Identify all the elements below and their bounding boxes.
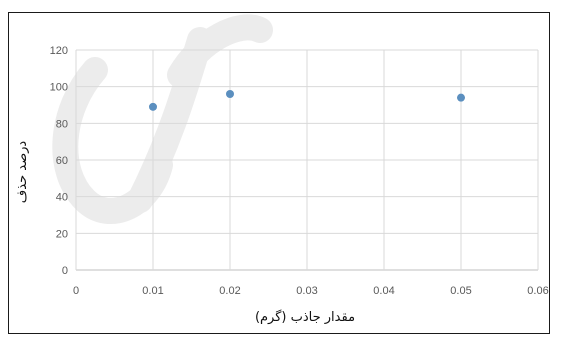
y-tick-label: 20 bbox=[56, 228, 68, 240]
x-tick-label: 0.05 bbox=[450, 285, 471, 297]
y-tick-label: 60 bbox=[56, 155, 68, 167]
x-axis-title: مقدار جاذب (گرم) bbox=[255, 309, 355, 325]
y-axis-title: درصد حذف bbox=[15, 141, 30, 204]
data-point bbox=[457, 93, 465, 102]
y-tick-label: 40 bbox=[56, 192, 68, 204]
grid bbox=[75, 49, 539, 271]
data-points bbox=[149, 90, 465, 111]
x-tick-label: 0.02 bbox=[219, 285, 240, 297]
y-tick-label: 120 bbox=[50, 45, 68, 57]
x-tick-label: 0.03 bbox=[296, 285, 317, 297]
y-axis-ticks: 0 20 40 60 80 100 120 bbox=[50, 45, 68, 277]
y-tick-label: 100 bbox=[50, 82, 68, 94]
x-tick-label: 0.01 bbox=[142, 285, 163, 297]
y-tick-label: 0 bbox=[62, 265, 68, 277]
data-point bbox=[149, 102, 157, 111]
x-tick-label: 0 bbox=[73, 285, 79, 297]
y-tick-label: 80 bbox=[56, 118, 68, 130]
x-tick-label: 0.06 bbox=[527, 285, 548, 297]
x-tick-label: 0.04 bbox=[373, 285, 394, 297]
x-axis-ticks: 0 0.01 0.02 0.03 0.04 0.05 0.06 bbox=[73, 285, 549, 297]
data-point bbox=[226, 90, 234, 98]
